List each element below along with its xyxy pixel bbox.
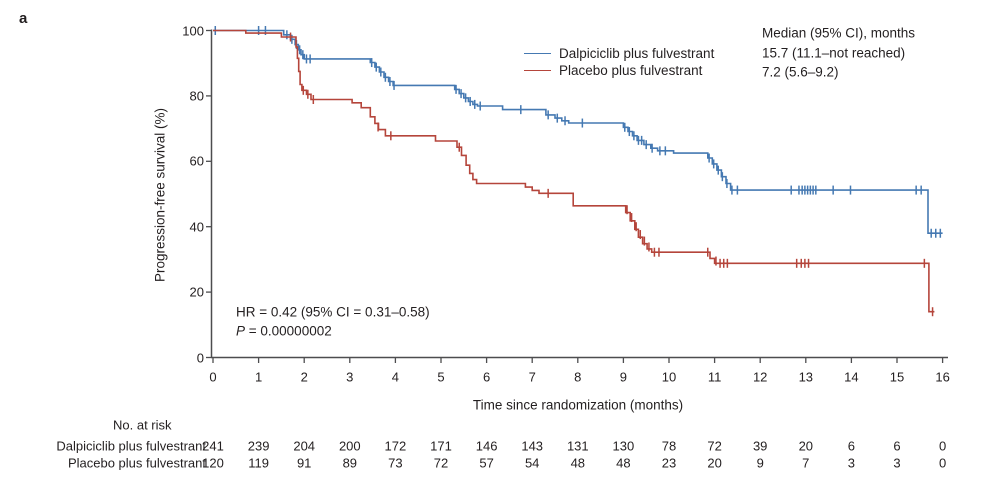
y-tick-label: 80 [189,88,204,104]
y-tick-label: 100 [182,23,204,38]
x-tick-label: 9 [619,369,628,385]
risk-count: 146 [475,438,498,454]
risk-count: 0 [938,438,947,454]
legend-label-placebo: Placebo plus fulvestrant [559,63,703,78]
p-rest: = 0.00000002 [245,323,332,339]
x-tick-label: 6 [482,369,491,385]
legend-entry-dalpiciclib: Dalpiciclib plus fulvestrant [524,46,714,61]
x-tick-label: 3 [346,369,354,385]
risk-row-label-dalpiciclib: Dalpiciclib plus fulvestrant [56,438,206,454]
x-tick-label: 1 [254,369,263,385]
risk-count: 239 [247,438,270,454]
risk-count: 39 [752,438,768,454]
risk-count: 20 [798,438,814,454]
x-tick-label: 10 [661,369,677,385]
risk-count: 241 [202,438,224,454]
y-tick-label: 40 [189,219,204,235]
x-axis-title: Time since randomization (months) [472,397,684,413]
x-tick-label: 15 [889,369,905,385]
risk-count: 204 [293,438,316,454]
risk-count: 130 [612,438,635,454]
risk-count: 57 [479,455,494,471]
risk-count: 20 [707,455,722,471]
risk-count: 172 [384,438,407,454]
risk-count: 48 [570,455,586,471]
x-tick-label: 16 [935,369,950,385]
risk-count: 131 [566,438,589,454]
dalpiciclib-line-swatch [524,53,551,54]
risk-count: 73 [388,455,403,471]
km-curve-placebo [213,29,935,313]
p-value-annotation: P = 0.00000002 [236,324,332,339]
panel-label: a [19,10,28,27]
risk-count: 9 [756,455,764,471]
risk-count: 120 [202,455,224,471]
x-tick-label: 14 [844,369,859,385]
risk-count: 200 [338,438,361,454]
risk-count: 3 [847,455,856,471]
risk-count: 143 [521,438,544,454]
x-tick-label: 7 [528,369,536,385]
y-tick-label: 20 [189,284,204,300]
risk-count: 54 [524,455,540,471]
x-tick-label: 12 [752,369,768,385]
risk-count: 72 [707,438,722,454]
x-tick-label: 0 [209,369,217,385]
risk-count: 48 [616,455,631,471]
risk-count: 23 [661,455,677,471]
x-tick-label: 2 [300,369,308,385]
median-value-placebo: 7.2 (5.6–9.2) [762,64,839,80]
x-tick-label: 5 [437,369,445,385]
y-axis-title: Progression-free survival (%) [152,107,168,283]
x-tick-label: 4 [391,369,400,385]
y-tick-label: 0 [196,350,204,365]
risk-count: 119 [248,455,269,471]
legend-entry-placebo: Placebo plus fulvestrant [524,63,702,78]
risk-count: 7 [802,455,810,471]
median-value-dalpiciclib: 15.7 (11.1–not reached) [762,45,906,61]
risk-count: 171 [430,438,452,454]
x-tick-label: 8 [574,369,582,385]
risk-count: 89 [342,455,358,471]
median-header: Median (95% CI), months [762,25,916,41]
x-tick-label: 13 [798,369,814,385]
risk-count: 3 [893,455,901,471]
risk-count: 78 [661,438,677,454]
risk-count: 6 [847,438,856,454]
p-label: P [236,323,246,339]
risk-table-header: No. at risk [113,417,172,433]
risk-count: 91 [296,455,312,471]
y-tick-label: 60 [189,153,204,169]
hr-annotation: HR = 0.42 (95% CI = 0.31–0.58) [236,304,430,320]
legend-label-dalpiciclib: Dalpiciclib plus fulvestrant [559,46,715,61]
placebo-line-swatch [524,70,551,71]
risk-count: 72 [433,455,449,471]
x-tick-label: 11 [707,369,722,385]
risk-row-label-placebo: Placebo plus fulvestrant [67,455,206,471]
risk-count: 6 [893,438,901,454]
risk-count: 0 [938,455,947,471]
